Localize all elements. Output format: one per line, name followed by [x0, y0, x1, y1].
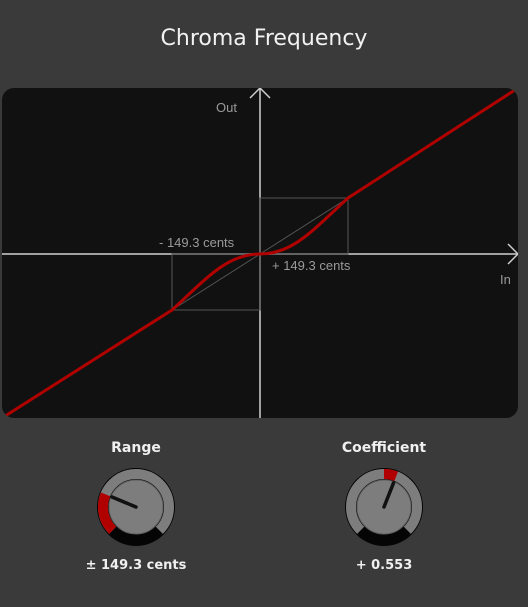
positive-range-label: + 149.3 cents [272, 258, 351, 273]
knob-pointer [382, 481, 396, 509]
knob-pointer [110, 495, 138, 509]
range-knob[interactable] [95, 466, 177, 548]
transfer-curve [2, 88, 518, 418]
positive-range-box [259, 197, 349, 255]
range-knob-title: Range [111, 440, 161, 456]
panel-title: Chroma Frequency [160, 26, 368, 51]
negative-range-label: - 149.3 cents [159, 235, 235, 250]
out-axis-label: Out [216, 100, 237, 115]
y-axis-arrow [249, 88, 271, 99]
negative-range-box [171, 253, 261, 311]
coefficient-control: Coefficient + 0.553 [304, 440, 464, 573]
transfer-curve-graph[interactable]: Out In - 149.3 cents + 149.3 cents [2, 88, 518, 418]
knob-value-arc [383, 469, 398, 482]
graph-canvas: Out In - 149.3 cents + 149.3 cents [2, 88, 518, 418]
coefficient-knob-title: Coefficient [341, 440, 427, 456]
range-value: ± 149.3 cents [85, 558, 187, 573]
coefficient-knob[interactable] [343, 466, 425, 548]
knob-value-arc [98, 492, 117, 534]
range-control: Range ± 149.3 cents [56, 440, 216, 573]
coefficient-value: + 0.553 [355, 558, 413, 573]
x-axis-arrow [507, 243, 518, 265]
in-axis-label: In [500, 272, 511, 287]
